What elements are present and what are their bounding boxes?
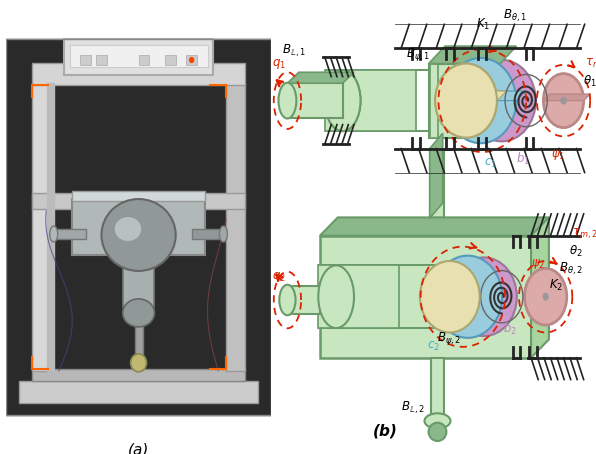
Text: $K_1$: $K_1$ xyxy=(476,17,490,32)
Bar xyxy=(226,83,245,371)
Polygon shape xyxy=(544,94,590,101)
Text: $q_1$: $q_1$ xyxy=(272,57,285,70)
Text: (b): (b) xyxy=(372,424,398,439)
Text: $B_{\theta,1}$: $B_{\theta,1}$ xyxy=(504,7,527,24)
Bar xyxy=(33,63,245,85)
Ellipse shape xyxy=(433,256,502,338)
Text: $q_2$: $q_2$ xyxy=(272,270,285,284)
Text: $\tau_{m,2}$: $\tau_{m,2}$ xyxy=(572,227,596,241)
Ellipse shape xyxy=(543,293,548,300)
Polygon shape xyxy=(531,217,549,358)
Ellipse shape xyxy=(435,64,497,138)
Polygon shape xyxy=(320,217,549,236)
Bar xyxy=(431,358,444,432)
Ellipse shape xyxy=(424,413,451,429)
Ellipse shape xyxy=(420,261,480,332)
Text: $B_{\mathbb{L},1}$: $B_{\mathbb{L},1}$ xyxy=(281,42,305,59)
Text: $\psi_2$: $\psi_2$ xyxy=(531,257,545,271)
Polygon shape xyxy=(325,70,416,131)
Bar xyxy=(287,83,343,118)
Ellipse shape xyxy=(280,285,296,315)
Ellipse shape xyxy=(131,354,147,372)
Ellipse shape xyxy=(123,299,154,327)
Text: $\theta_2$: $\theta_2$ xyxy=(569,243,583,258)
Bar xyxy=(33,83,51,371)
Ellipse shape xyxy=(445,58,516,143)
Polygon shape xyxy=(445,91,526,101)
Text: $B_{\mathbb{L},2}$: $B_{\mathbb{L},2}$ xyxy=(401,400,424,416)
Text: $b_1$: $b_1$ xyxy=(516,151,530,168)
Bar xyxy=(19,381,258,403)
Text: $c_2$: $c_2$ xyxy=(427,340,440,353)
Ellipse shape xyxy=(190,58,194,62)
Bar xyxy=(135,313,142,359)
Ellipse shape xyxy=(325,70,361,131)
Bar xyxy=(96,55,107,65)
Text: $\tau_{m,1}$: $\tau_{m,1}$ xyxy=(585,56,596,71)
Polygon shape xyxy=(318,265,399,328)
Text: $B_{\theta,2}$: $B_{\theta,2}$ xyxy=(558,260,582,276)
Text: $B_{\psi,2}$: $B_{\psi,2}$ xyxy=(437,330,461,347)
Bar xyxy=(72,191,205,201)
Bar xyxy=(187,55,197,65)
Bar xyxy=(72,199,205,255)
Polygon shape xyxy=(430,133,443,218)
Bar xyxy=(54,229,86,239)
Bar xyxy=(429,64,500,138)
Ellipse shape xyxy=(561,97,566,104)
Ellipse shape xyxy=(101,199,176,271)
Bar xyxy=(139,55,149,65)
Text: $B_{\psi,1}$: $B_{\psi,1}$ xyxy=(406,46,430,64)
Text: $K_2$: $K_2$ xyxy=(549,278,563,293)
Ellipse shape xyxy=(435,64,497,138)
Text: $\theta_1$: $\theta_1$ xyxy=(583,74,596,89)
Ellipse shape xyxy=(114,217,141,241)
Bar xyxy=(287,286,320,314)
Bar xyxy=(430,64,439,138)
Text: $\psi_1$: $\psi_1$ xyxy=(551,148,565,162)
Ellipse shape xyxy=(325,70,361,131)
Ellipse shape xyxy=(219,226,228,242)
Ellipse shape xyxy=(524,268,567,325)
Text: $b_2$: $b_2$ xyxy=(504,321,517,337)
Bar xyxy=(192,229,224,239)
Polygon shape xyxy=(287,72,354,83)
Text: $c_1$: $c_1$ xyxy=(484,157,497,170)
Polygon shape xyxy=(429,46,516,64)
Ellipse shape xyxy=(278,83,296,118)
Bar xyxy=(165,55,176,65)
Polygon shape xyxy=(435,91,507,101)
Ellipse shape xyxy=(451,257,517,336)
Ellipse shape xyxy=(429,423,446,441)
Ellipse shape xyxy=(49,226,58,242)
Bar xyxy=(430,148,444,218)
Bar xyxy=(47,83,54,371)
Bar xyxy=(64,39,213,75)
Bar xyxy=(33,193,245,209)
Bar xyxy=(80,55,91,65)
Bar xyxy=(320,236,531,358)
Bar xyxy=(123,253,154,307)
Text: (a): (a) xyxy=(128,443,149,454)
Ellipse shape xyxy=(544,74,583,128)
Ellipse shape xyxy=(318,265,354,328)
Bar xyxy=(70,45,207,67)
Ellipse shape xyxy=(468,60,536,141)
Bar xyxy=(33,369,245,381)
